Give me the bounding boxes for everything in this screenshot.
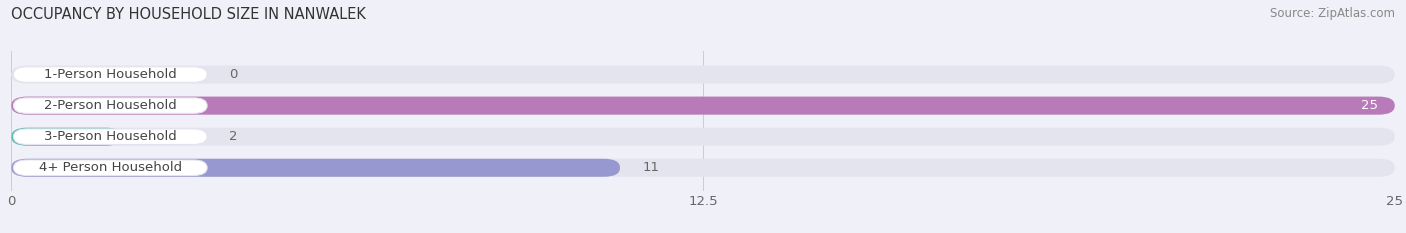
Text: 11: 11 — [643, 161, 659, 174]
FancyBboxPatch shape — [14, 67, 207, 82]
FancyBboxPatch shape — [14, 98, 207, 113]
FancyBboxPatch shape — [11, 65, 1395, 84]
Text: 2: 2 — [229, 130, 238, 143]
Text: OCCUPANCY BY HOUSEHOLD SIZE IN NANWALEK: OCCUPANCY BY HOUSEHOLD SIZE IN NANWALEK — [11, 7, 366, 22]
Text: 4+ Person Household: 4+ Person Household — [39, 161, 181, 174]
Text: Source: ZipAtlas.com: Source: ZipAtlas.com — [1270, 7, 1395, 20]
FancyBboxPatch shape — [11, 159, 1395, 177]
FancyBboxPatch shape — [11, 159, 620, 177]
FancyBboxPatch shape — [11, 128, 122, 146]
Text: 1-Person Household: 1-Person Household — [44, 68, 177, 81]
FancyBboxPatch shape — [14, 129, 207, 144]
FancyBboxPatch shape — [14, 160, 207, 175]
FancyBboxPatch shape — [11, 97, 1395, 115]
FancyBboxPatch shape — [11, 128, 1395, 146]
Text: 2-Person Household: 2-Person Household — [44, 99, 177, 112]
FancyBboxPatch shape — [11, 97, 1395, 115]
Text: 3-Person Household: 3-Person Household — [44, 130, 177, 143]
Text: 0: 0 — [229, 68, 238, 81]
Text: 25: 25 — [1361, 99, 1378, 112]
